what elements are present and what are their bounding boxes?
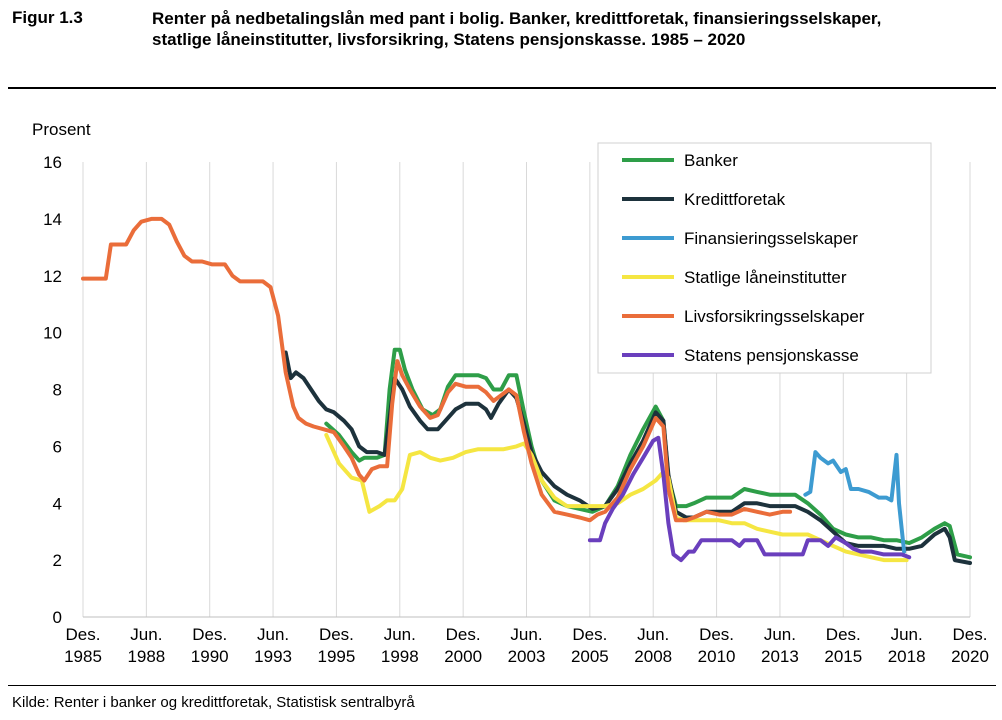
x-tick-label: 2008 — [634, 647, 672, 666]
legend-label: Kredittforetak — [684, 190, 786, 209]
axes: Des. 1985 Jun. 1988 Des. 1990 Jun. 1993 Des. 1995… — [43, 153, 989, 666]
y-axis-label: Prosent — [32, 120, 91, 139]
figure-label: Figur 1.3 — [12, 8, 83, 27]
line-chart: Des. 1985 Jun. 1988 Des. 1990 Jun. 1993 Des. 1995… — [32, 120, 989, 666]
x-tick-label: 2003 — [508, 647, 546, 666]
x-tick-label: Jun. — [257, 625, 289, 644]
x-tick-label: Jun. — [510, 625, 542, 644]
source-note: Kilde: Renter i banker og kredittforetak… — [12, 694, 415, 711]
x-tick-label: Jun. — [637, 625, 669, 644]
x-tick-label: Des. — [192, 625, 227, 644]
series-line-3 — [803, 450, 907, 554]
x-tick-label: 2005 — [571, 647, 609, 666]
x-tick-label: 2010 — [698, 647, 736, 666]
y-tick-label: 4 — [53, 494, 62, 513]
legend-label: Livsforsikringsselskaper — [684, 307, 865, 326]
bottom-rule — [8, 685, 996, 686]
series-line-4 — [324, 433, 909, 563]
x-tick-label: Jun. — [764, 625, 796, 644]
x-tick-label: Des. — [572, 625, 607, 644]
x-tick-label: 2020 — [951, 647, 989, 666]
y-tick-label: 0 — [53, 608, 62, 627]
x-tick-label: Jun. — [384, 625, 416, 644]
x-tick-label: Jun. — [891, 625, 923, 644]
legend-label: Statlige låneinstitutter — [684, 268, 847, 287]
series-line-6 — [587, 435, 912, 563]
x-tick-label: Des. — [66, 625, 101, 644]
x-tick-label: 1998 — [381, 647, 419, 666]
x-tick-label: 2000 — [444, 647, 482, 666]
x-tick-label: 1988 — [127, 647, 165, 666]
x-tick-label: 1985 — [64, 647, 102, 666]
figure-title: Renter på nedbetalingslån med pant i bol… — [152, 9, 882, 49]
top-rule — [8, 87, 996, 89]
y-tick-label: 8 — [53, 381, 62, 400]
y-tick-label: 16 — [43, 153, 62, 172]
x-tick-label: Des. — [319, 625, 354, 644]
series-line-5 — [81, 216, 793, 523]
x-tick-label: Jun. — [130, 625, 162, 644]
legend-label: Finansieringsselskaper — [684, 229, 858, 248]
legend-label: Statens pensjonskasse — [684, 346, 859, 365]
x-tick-label: 1995 — [318, 647, 356, 666]
y-tick-label: 12 — [43, 267, 62, 286]
x-tick-label: Des. — [953, 625, 988, 644]
x-tick-label: 1990 — [191, 647, 229, 666]
legend-box — [597, 142, 932, 374]
x-tick-label: Des. — [699, 625, 734, 644]
y-tick-label: 6 — [53, 437, 62, 456]
x-tick-label: 2018 — [888, 647, 926, 666]
x-tick-label: 1993 — [254, 647, 292, 666]
x-tick-label: Des. — [826, 625, 861, 644]
y-tick-label: 10 — [43, 324, 62, 343]
series-lines — [81, 216, 972, 565]
x-tick-label: 2013 — [761, 647, 799, 666]
legend: Banker Kredittforetak Finansieringsselskap… — [597, 142, 932, 374]
y-tick-label: 2 — [53, 551, 62, 570]
x-tick-label: Des. — [446, 625, 481, 644]
y-tick-label: 14 — [43, 210, 62, 229]
x-tick-label: 2015 — [824, 647, 862, 666]
legend-label: Banker — [684, 151, 738, 170]
